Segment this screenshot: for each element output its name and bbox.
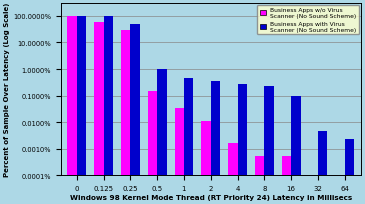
- X-axis label: Windows 98 Kernel Mode Thread (RT Priority 24) Latency in Millisecs: Windows 98 Kernel Mode Thread (RT Priori…: [70, 194, 352, 200]
- Bar: [104, 17, 113, 175]
- Bar: [174, 108, 184, 175]
- Bar: [238, 84, 247, 175]
- Bar: [264, 87, 274, 175]
- Bar: [291, 97, 300, 175]
- Bar: [184, 79, 193, 175]
- Bar: [318, 132, 327, 175]
- Legend: Business Apps w/o Virus
Scanner (No Sound Scheme), Business Apps with Virus
Scan: Business Apps w/o Virus Scanner (No Soun…: [257, 6, 359, 35]
- Bar: [255, 156, 264, 175]
- Bar: [121, 31, 130, 175]
- Bar: [157, 70, 166, 175]
- Bar: [201, 121, 211, 175]
- Bar: [282, 156, 291, 175]
- Bar: [211, 82, 220, 175]
- Bar: [94, 23, 104, 175]
- Y-axis label: Percent of Sample Over Latency (Log Scale): Percent of Sample Over Latency (Log Scal…: [4, 3, 10, 177]
- Bar: [77, 17, 86, 175]
- Bar: [228, 144, 238, 175]
- Bar: [148, 91, 157, 175]
- Bar: [130, 25, 140, 175]
- Bar: [345, 140, 354, 175]
- Bar: [68, 17, 77, 175]
